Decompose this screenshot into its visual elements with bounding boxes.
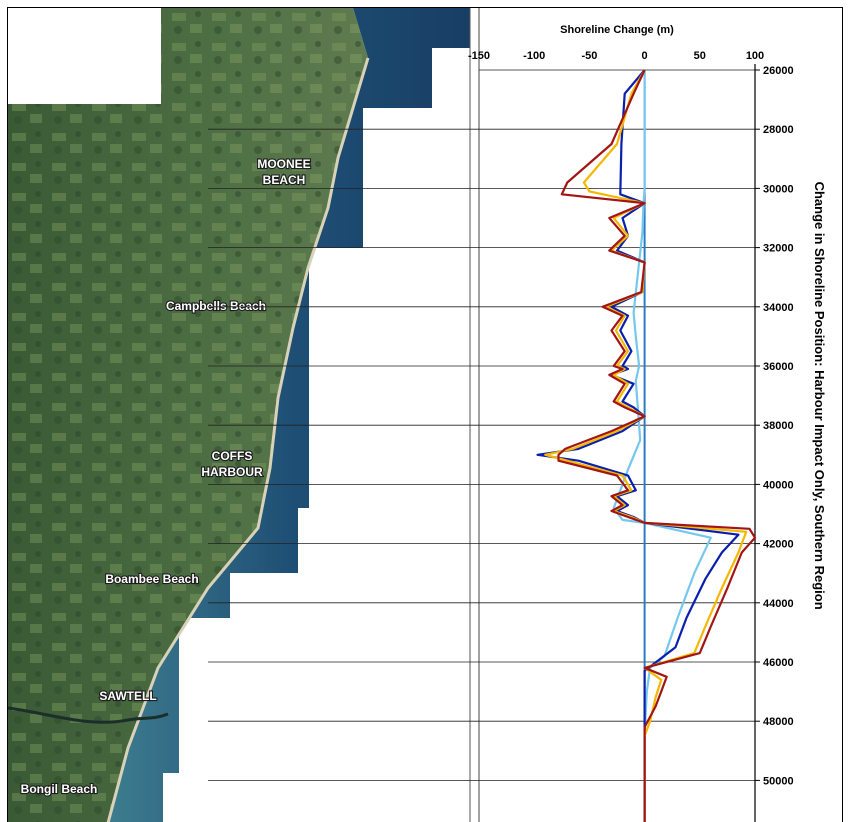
chart-title: Shoreline Change (m) bbox=[560, 24, 674, 36]
map-label-line: BEACH bbox=[263, 173, 306, 187]
map-label-sawtell: SAWTELL bbox=[99, 689, 156, 703]
y-tick-label: 42000 bbox=[763, 539, 794, 551]
map-label-coffs: COFFS HARBOUR bbox=[201, 449, 263, 479]
beach-line bbox=[106, 57, 370, 822]
aerial-map: MOONEE BEACH Campbells Beach COFFS HARBOUR Bo… bbox=[8, 8, 470, 822]
series-line-dark-red bbox=[557, 69, 757, 822]
map-label-line: Campbells Beach bbox=[166, 299, 266, 313]
map-label-line: MOONEE bbox=[257, 157, 310, 171]
y-tick-label: 30000 bbox=[763, 183, 794, 195]
x-tick-label: 100 bbox=[746, 50, 764, 62]
x-tick-label: 50 bbox=[694, 50, 706, 62]
y-tick-label: 46000 bbox=[763, 657, 794, 669]
y-tick-label: 36000 bbox=[763, 361, 794, 373]
x-tick-label: 0 bbox=[642, 50, 648, 62]
map-label-line: Bongil Beach bbox=[21, 782, 98, 796]
x-tick-label: -150 bbox=[468, 50, 490, 62]
map-label-bongil: Bongil Beach bbox=[21, 782, 98, 796]
map-label-line: SAWTELL bbox=[99, 689, 156, 703]
y-tick-label: 40000 bbox=[763, 479, 794, 491]
x-tick-label: -50 bbox=[581, 50, 597, 62]
map-label-boambee: Boambee Beach bbox=[105, 572, 198, 586]
x-tick-label: -100 bbox=[523, 50, 545, 62]
map-label-moonee: MOONEE BEACH bbox=[257, 157, 310, 187]
chart-background bbox=[470, 8, 842, 822]
shoreline-chart: Shoreline Change (m) -150 -100 -50 0 50 100 260… bbox=[208, 8, 842, 822]
y-tick-label: 26000 bbox=[763, 65, 794, 77]
sea-area bbox=[108, 8, 470, 822]
map-label-line: HARBOUR bbox=[201, 465, 263, 479]
y-tick-label: 50000 bbox=[763, 775, 794, 787]
y-tick-label: 34000 bbox=[763, 302, 794, 314]
y-tick-label: 48000 bbox=[763, 716, 794, 728]
y-tick-label: 28000 bbox=[763, 124, 794, 136]
y-tick-label: 38000 bbox=[763, 420, 794, 432]
map-label-line: Boambee Beach bbox=[105, 572, 198, 586]
series-line-dark-blue bbox=[536, 69, 740, 822]
map-blank-corner bbox=[8, 8, 161, 104]
y-tick-label: 44000 bbox=[763, 598, 794, 610]
map-label-line: COFFS bbox=[212, 449, 253, 463]
series-line-orange bbox=[544, 69, 748, 822]
y-axis-label: Change in Shoreline Position: Harbour Im… bbox=[812, 182, 827, 610]
figure-frame: MOONEE BEACH Campbells Beach COFFS HARBOUR Bo… bbox=[7, 7, 843, 822]
map-label-campbells: Campbells Beach bbox=[166, 299, 266, 313]
y-tick-label: 32000 bbox=[763, 243, 794, 255]
